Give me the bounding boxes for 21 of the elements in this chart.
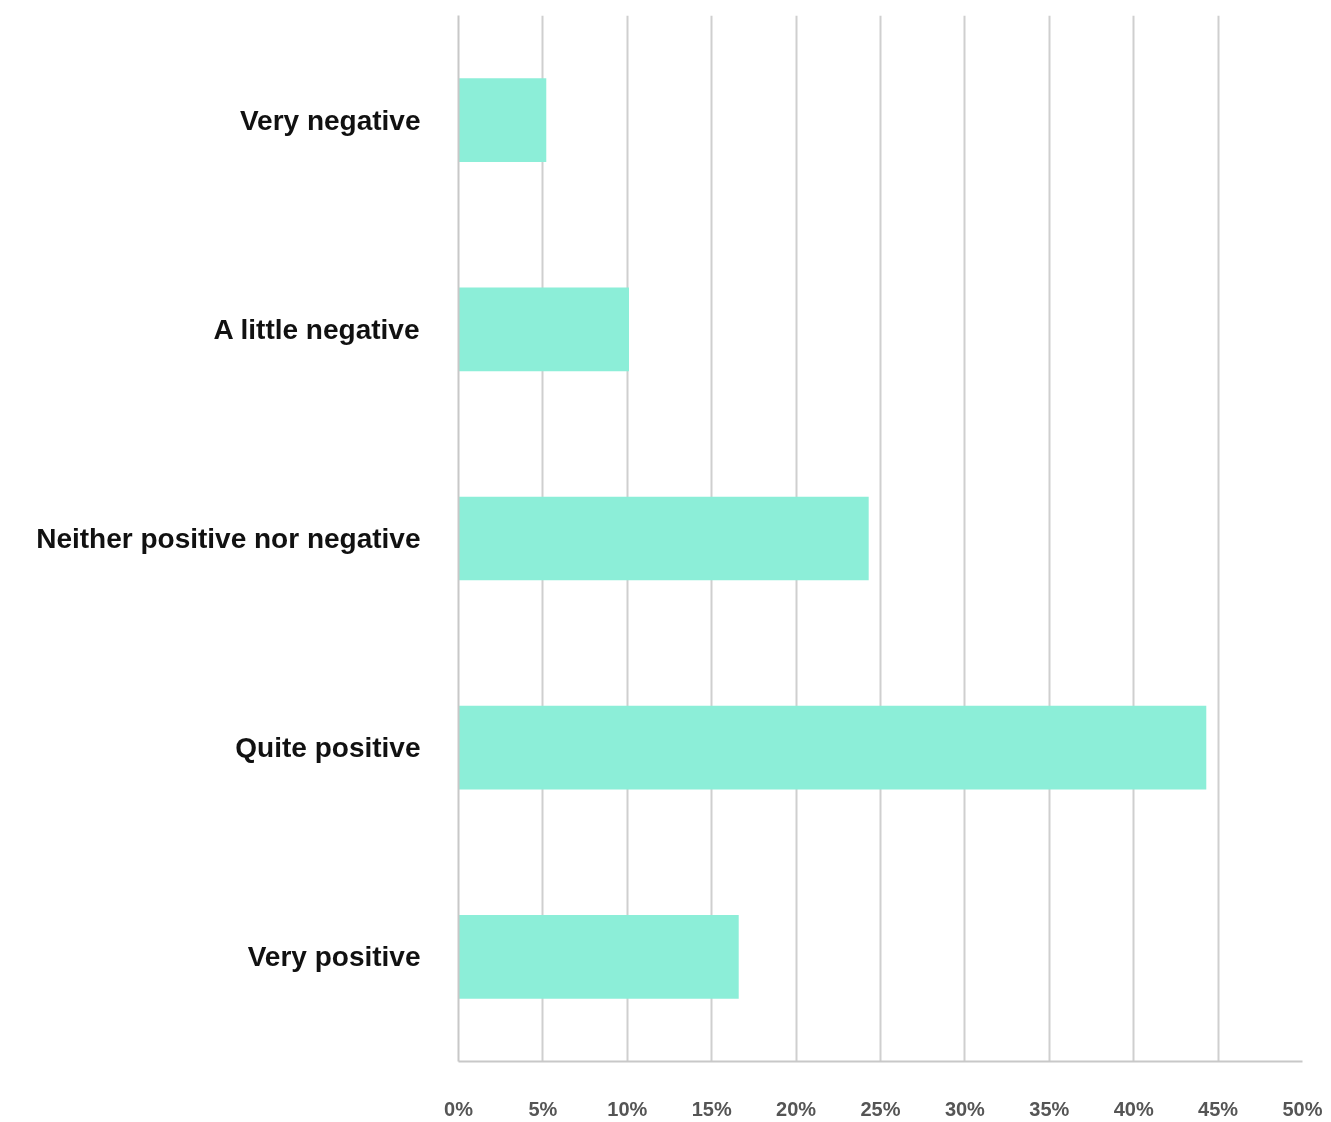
x-tick-label: 25% xyxy=(860,1097,901,1120)
x-tick-label: 10% xyxy=(607,1097,648,1120)
x-tick-label: 15% xyxy=(691,1097,732,1120)
y-tick-label: A little negative xyxy=(213,313,420,345)
y-tick-label: Very positive xyxy=(247,941,421,973)
x-tick-label: 5% xyxy=(528,1097,558,1120)
y-tick-label: Quite positive xyxy=(235,732,421,764)
x-tick-label: 30% xyxy=(944,1097,986,1120)
x-tick-label: 45% xyxy=(1198,1097,1239,1120)
x-tick-label: 40% xyxy=(1113,1097,1154,1120)
bar xyxy=(458,78,547,162)
x-tick-label: 35% xyxy=(1029,1097,1070,1120)
bar xyxy=(458,287,629,372)
x-tick-label: 50% xyxy=(1282,1097,1323,1120)
bar xyxy=(458,915,739,999)
x-tick-label: 20% xyxy=(776,1097,817,1120)
bar xyxy=(458,496,869,581)
y-tick-label: Very negative xyxy=(239,104,421,136)
y-tick-label: Neither positive nor negative xyxy=(36,523,421,554)
bar xyxy=(458,705,1207,790)
x-tick-label: 0% xyxy=(444,1097,474,1120)
